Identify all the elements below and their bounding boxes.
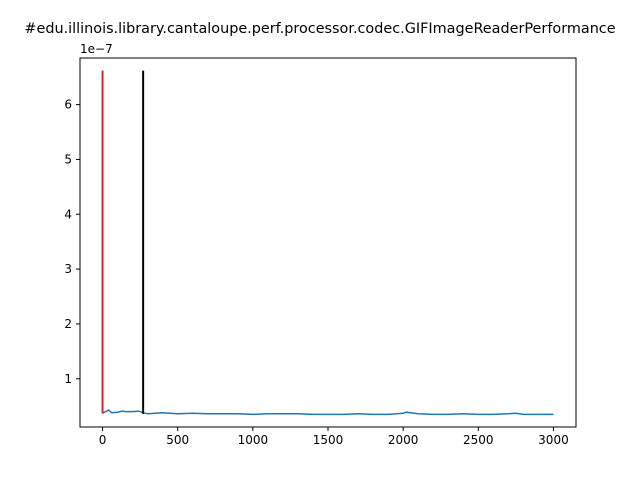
- series-line-0: [102, 409, 554, 416]
- y-tick-label: 5: [64, 152, 72, 166]
- x-tick-label: 3000: [538, 433, 569, 447]
- x-tick-label: 0: [99, 433, 107, 447]
- y-tick-label: 1: [64, 372, 72, 386]
- y-tick-label: 2: [64, 317, 72, 331]
- x-tick-label: 1500: [313, 433, 344, 447]
- chart-title: #edu.illinois.library.cantaloupe.perf.pr…: [24, 21, 615, 37]
- y-offset-label: 1e−7: [80, 42, 113, 56]
- axes-frame: [79, 57, 577, 428]
- x-tick-label: 2500: [463, 433, 494, 447]
- y-tick-label: 3: [64, 262, 72, 276]
- axis-ticks: 0 500 1000 1500 2000 2500 3000 1 2 3 4 5 6: [64, 98, 568, 447]
- y-tick-label: 6: [64, 98, 72, 112]
- plot-area: [101, 70, 554, 416]
- y-tick-label: 4: [64, 207, 72, 221]
- x-tick-label: 500: [166, 433, 189, 447]
- x-tick-label: 2000: [388, 433, 419, 447]
- x-tick-label: 1000: [238, 433, 269, 447]
